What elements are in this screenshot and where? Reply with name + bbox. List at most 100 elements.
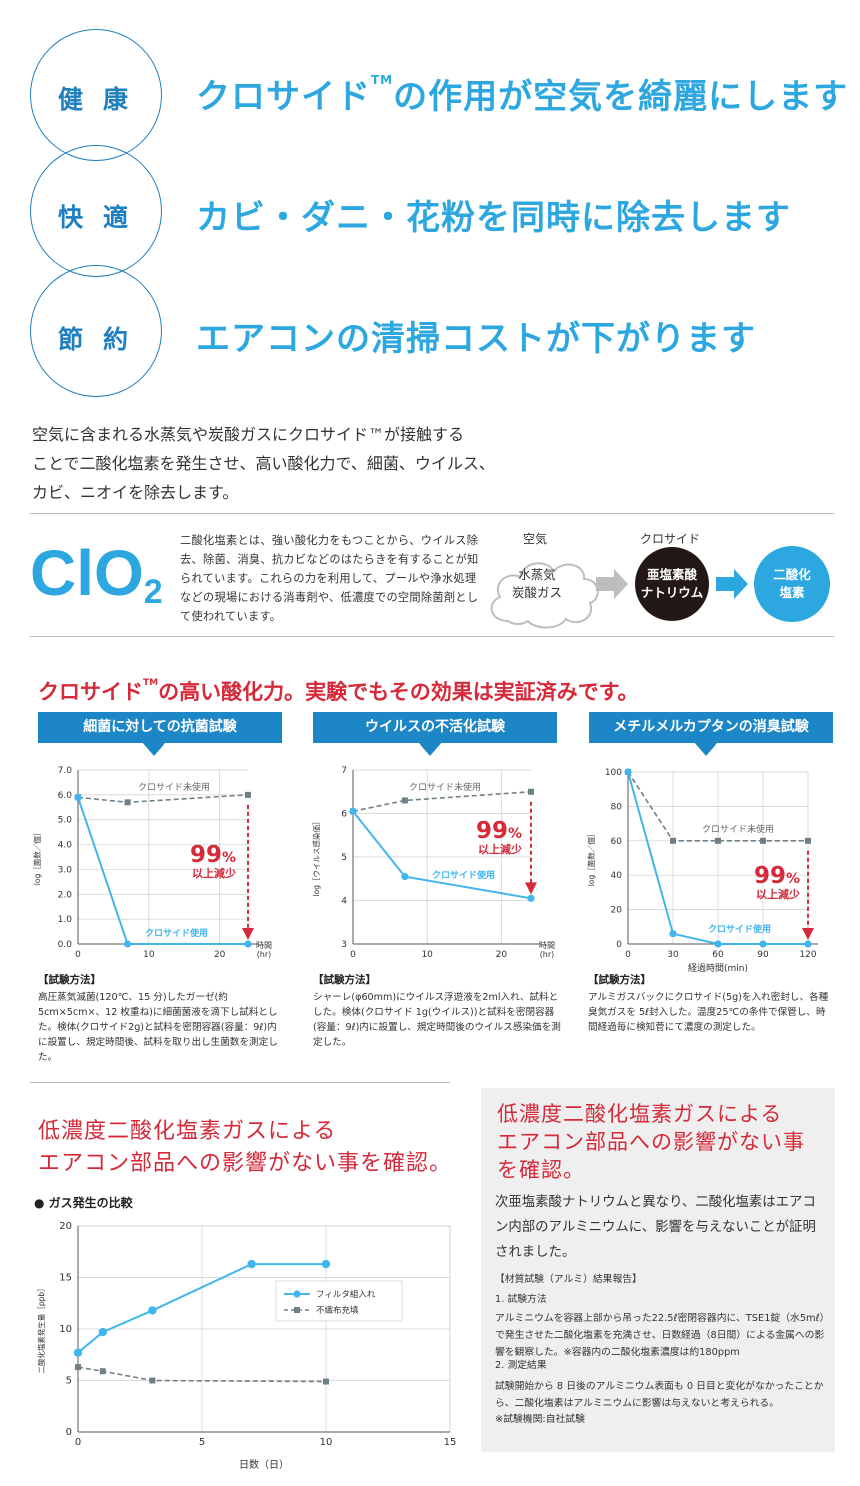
data-point — [124, 799, 131, 806]
data-point — [714, 940, 722, 948]
legend-swatch-marker — [293, 1290, 301, 1298]
y-tick-label: 80 — [611, 802, 623, 812]
box-heading-line: エアコン部品への影響がない事 — [497, 1130, 805, 1154]
box-heading-line: を確認。 — [497, 1158, 585, 1182]
intro-paragraph: 空気に含まれる水蒸気や炭酸ガスにクロサイド™が接触する ことで二酸化塩素を発生さ… — [32, 420, 495, 507]
y-tick-label: 1.0 — [58, 915, 73, 925]
trademark-mark: TM — [143, 678, 159, 688]
lower-red-heading-line: エアコン部品への影響がない事を確認。 — [38, 1151, 453, 1176]
data-point — [321, 1259, 331, 1269]
reduction-arrow-head-icon — [525, 882, 537, 895]
method-title: 1. 試験方法 — [495, 1294, 547, 1305]
intro-line: 空気に含まれる水蒸気や炭酸ガスにクロサイド™が接触する — [32, 425, 465, 444]
y-tick-label: 7 — [341, 766, 347, 776]
y-axis-label: log［ウイルス感染価］ — [311, 818, 321, 897]
reduction-percent-unit: % — [222, 850, 236, 866]
reduction-percent: 99% — [190, 842, 236, 868]
data-point — [624, 768, 632, 776]
intro-line: ことで二酸化塩素を発生させ、高い酸化力で、細菌、ウイルス、 — [32, 454, 495, 473]
series-label-untreated: クロサイド未使用 — [409, 781, 481, 793]
x-tick-label: 120 — [799, 950, 816, 960]
clo2-flow-diagram — [490, 546, 830, 629]
experiments-heading-part1: クロサイド — [38, 680, 143, 704]
bacteria-chart: 0.0 1.0 2.0 3.0 4.0 5.0 6.0 7.0 0 10 20 時間(hr) log［菌… — [32, 766, 272, 960]
reduction-percent-value: 99 — [476, 818, 508, 844]
data-point — [73, 1348, 83, 1357]
data-point — [323, 1378, 329, 1385]
box-heading-line: 低濃度二酸化塩素ガスによる — [497, 1102, 783, 1126]
result-title: 2. 測定結果 — [495, 1360, 547, 1371]
gas-chart-title: ● ガス発生の比較 — [34, 1194, 133, 1211]
lower-red-heading-line: 低濃度二酸化塩素ガスによる — [38, 1119, 337, 1144]
y-tick-label: 60 — [611, 837, 623, 847]
virus-chart: 3 4 5 6 7 0 10 20 時間(hr) log［ウイルス感染価］ クロサイド未使用クロサイ… — [311, 766, 555, 960]
x-axis-label: 日数（日） — [239, 1458, 289, 1471]
panel-ribbon-virus: ウイルスの不活化試験 — [313, 712, 557, 743]
gas-comparison-chart: 0 5 10 15 20 0 5 10 15 日数（日） 二酸化塩素発生量［ppb］ フィルタ組入れ不… — [36, 1221, 457, 1471]
clo2-symbol: ClO2 — [30, 536, 163, 611]
data-point — [401, 872, 409, 881]
y-tick-label: 4 — [341, 897, 347, 907]
feature-label-comfort: 快適 — [58, 203, 149, 232]
y-tick-label: 40 — [611, 871, 623, 881]
series-line — [77, 794, 249, 804]
box-heading: 低濃度二酸化塩素ガスによる エアコン部品への影響がない事 を確認。 — [497, 1100, 805, 1184]
aluminum-report-box: 低濃度二酸化塩素ガスによる エアコン部品への影響がない事 を確認。 次亜塩素酸ナ… — [481, 1088, 835, 1452]
series-line — [627, 771, 808, 842]
data-point — [245, 791, 251, 798]
y-tick-label: 0 — [616, 940, 622, 950]
reduction-percent: 99% — [754, 863, 800, 889]
x-tick-label: 30 — [667, 950, 679, 960]
x-tick-label: 0 — [625, 950, 631, 960]
test-method-title: 【試験方法】 — [588, 974, 651, 986]
y-axis-label: log［菌数／個］ — [586, 830, 596, 886]
y-tick-label: 100 — [605, 768, 622, 778]
ribbon-pointer — [142, 742, 166, 756]
y-tick-label: 3.0 — [58, 865, 73, 875]
x-axis-unit: (hr) — [540, 950, 555, 959]
test-method-text: 高圧蒸気滅菌(120℃、15 分)したガーゼ(約 5cm×5cm×、12 枚重ね… — [38, 992, 278, 1063]
feature-label-health: 健康 — [58, 85, 149, 114]
data-point — [527, 894, 535, 902]
chlorine-dioxide-circle — [754, 546, 830, 622]
y-tick-label: 6 — [341, 810, 347, 820]
feature-label-saving: 節約 — [58, 325, 149, 354]
y-tick-label: 15 — [59, 1273, 72, 1284]
test-method-title: 【試験方法】 — [313, 974, 376, 986]
feature-headline-saving: エアコンの清掃コストが下がります — [196, 319, 756, 359]
reduction-percent-value: 99 — [190, 842, 222, 868]
reduction-label: 以上減少 — [478, 842, 522, 856]
result-line: 二酸化 — [773, 567, 811, 582]
divider — [30, 513, 834, 514]
feature-headline-health: クロサイドTMの作用が空気を綺麗にします — [196, 69, 848, 118]
data-point — [98, 1327, 108, 1337]
x-tick-label: 60 — [712, 950, 724, 960]
air-label: 空気 — [523, 532, 548, 546]
data-point — [715, 837, 721, 844]
data-point — [805, 837, 811, 844]
product-circle — [635, 547, 709, 621]
data-point — [760, 837, 766, 844]
series-label-treated: クロサイド使用 — [432, 869, 495, 881]
product-line: ナトリウム — [640, 585, 704, 600]
x-tick-label: 20 — [496, 950, 508, 960]
reduction-arrow-head-icon — [242, 928, 254, 940]
trademark-mark: TM — [371, 73, 394, 87]
feature-headline-health-part1: クロサイド — [196, 77, 371, 117]
y-tick-label: 20 — [611, 906, 623, 916]
result-text: 二酸化 塩素 — [752, 566, 832, 602]
cloud-line: 炭酸ガス — [511, 585, 562, 600]
test-method-text: アルミガスバックにクロサイド(5g)を入れ密封し、各種臭気ガスを 5ℓ封入した。… — [588, 992, 829, 1033]
x-tick-label: 10 — [421, 950, 433, 960]
data-point — [670, 837, 676, 844]
feature-headline-health-part2: の作用が空気を綺麗にします — [393, 77, 849, 117]
x-tick-label: 15 — [444, 1437, 457, 1448]
legend-box — [275, 1280, 403, 1322]
feature-headline-comfort: カビ・ダニ・花粉を同時に除去します — [196, 198, 791, 238]
legend-swatch-marker — [294, 1307, 300, 1313]
data-point — [148, 1306, 157, 1315]
x-tick-label: 0 — [75, 950, 81, 960]
test-method-title: 【試験方法】 — [38, 974, 101, 986]
y-tick-label: 5.0 — [58, 816, 73, 826]
x-tick-label: 90 — [757, 950, 769, 960]
